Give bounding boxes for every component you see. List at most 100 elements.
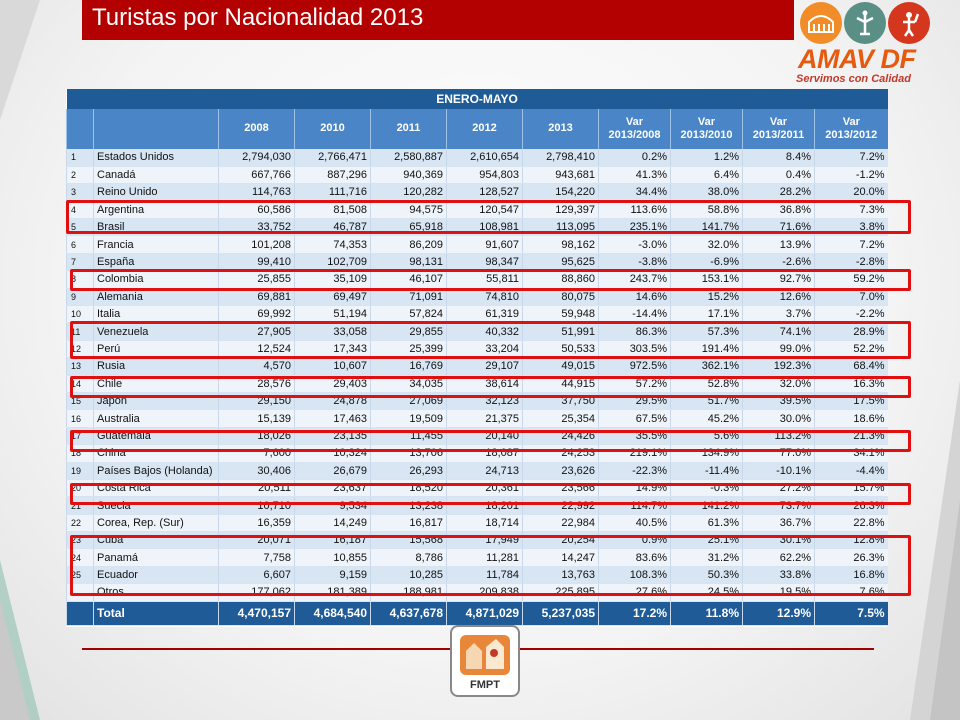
value-cell: 17,343 <box>294 340 371 359</box>
value-cell: 33,204 <box>446 340 523 359</box>
fmpt-label: FMPT <box>470 679 500 691</box>
page-title: Turistas por Nacionalidad 2013 <box>82 0 794 40</box>
value-cell: 30,406 <box>218 462 295 480</box>
value-cell: 62.2% <box>742 548 815 567</box>
rank-cell: 5 <box>66 218 94 237</box>
value-cell: 2,794,030 <box>218 149 295 167</box>
table-row: 7 España 99,410 102,709 98,131 98,347 95,625 -3… <box>66 253 888 272</box>
page-title-text: Turistas por Nacionalidad 2013 <box>92 4 424 31</box>
total-cell: 12.9% <box>742 601 815 626</box>
value-cell: 10,324 <box>294 444 371 463</box>
table-row: 20 Costa Rica 20,511 23,637 18,520 20,361 23,5… <box>66 479 888 498</box>
value-cell: 29,403 <box>294 375 371 393</box>
value-cell: 27,905 <box>218 322 295 341</box>
value-cell: 29.5% <box>598 392 671 411</box>
table-row: 3 Reino Unido 114,763 111,716 120,282 128,527… <box>66 183 888 202</box>
value-cell: 22,984 <box>522 514 599 533</box>
table-row: 8 Colombia 25,855 35,109 46,107 55,811 88,860 2… <box>66 270 888 289</box>
value-cell: 34.4% <box>598 183 671 202</box>
country-cell: Francia <box>93 235 219 254</box>
value-cell: 8.4% <box>742 149 815 167</box>
value-cell: 50,533 <box>522 340 599 359</box>
value-cell: 65,918 <box>370 218 447 237</box>
value-cell: 26.3% <box>813 548 888 567</box>
country-cell: Costa Rica <box>93 479 219 498</box>
value-cell: 120,282 <box>370 183 447 202</box>
value-cell: 7.2% <box>813 235 888 254</box>
value-cell: 35.5% <box>598 427 671 446</box>
value-cell: 32.0% <box>670 235 743 254</box>
value-cell: 57.3% <box>670 322 743 341</box>
value-cell: 74,810 <box>446 288 523 307</box>
column-header: 2010 <box>294 109 371 149</box>
country-cell: Argentina <box>93 201 219 220</box>
country-cell: Suecia <box>93 496 219 515</box>
table-row: 12 Perú 12,524 17,343 25,399 33,204 50,533 303.… <box>66 340 888 359</box>
value-cell: 55,811 <box>446 270 523 289</box>
value-cell: 25.1% <box>670 531 743 550</box>
value-cell: 153.1% <box>670 270 743 289</box>
table-row: 9 Alemania 69,881 69,497 71,091 74,810 80,075 1… <box>66 288 888 307</box>
value-cell: 22.8% <box>813 514 888 533</box>
value-cell: 24,878 <box>294 392 371 411</box>
rank-cell: 15 <box>66 392 94 411</box>
value-cell: 3.8% <box>813 218 888 237</box>
value-cell: 113.2% <box>742 427 815 446</box>
logo-name: AMAV DF <box>798 44 916 74</box>
value-cell: 16,359 <box>218 514 295 533</box>
table-row: 23 Cuba 20,071 16,187 15,568 17,949 20,254 0.9%… <box>66 531 888 550</box>
value-cell: 20,254 <box>522 531 599 550</box>
value-cell: 102,709 <box>294 253 371 272</box>
value-cell: 12.6% <box>742 288 815 307</box>
value-cell: 15.7% <box>813 479 888 498</box>
value-cell: -4.4% <box>813 462 888 480</box>
value-cell: 120,547 <box>446 201 523 220</box>
country-cell: Otros <box>93 583 219 602</box>
rank-cell: 11 <box>66 322 94 341</box>
value-cell: 108.3% <box>598 566 671 585</box>
value-cell: -10.1% <box>742 462 815 480</box>
total-cell: 4,637,678 <box>370 601 447 626</box>
value-cell: 13,706 <box>370 444 447 463</box>
value-cell: 61.3% <box>670 514 743 533</box>
total-cell: 5,237,035 <box>522 601 599 626</box>
total-cell: 4,684,540 <box>294 601 371 626</box>
column-header: 2013 <box>522 109 599 149</box>
value-cell: 954,803 <box>446 166 523 185</box>
value-cell: 69,497 <box>294 288 371 307</box>
amav-logo: AMAV DF Servimos con Calidad <box>790 0 960 92</box>
country-cell: China <box>93 444 219 463</box>
country-cell: Reino Unido <box>93 183 219 202</box>
value-cell: 972.5% <box>598 357 671 376</box>
value-cell: 86,209 <box>370 235 447 254</box>
value-cell: 209,838 <box>446 583 523 602</box>
value-cell: 6,607 <box>218 566 295 585</box>
value-cell: 7,600 <box>218 444 295 463</box>
value-cell: 16.8% <box>813 566 888 585</box>
table-row: Otros 177,062 181,389 188,981 209,838 225,895… <box>66 583 888 602</box>
value-cell: 30.0% <box>742 409 815 428</box>
value-cell: 7.0% <box>813 288 888 307</box>
value-cell: 40.5% <box>598 514 671 533</box>
rank-cell: 21 <box>66 496 94 515</box>
value-cell: 4,570 <box>218 357 295 376</box>
value-cell: 83.6% <box>598 548 671 567</box>
value-cell: 10,285 <box>370 566 447 585</box>
rank-cell: 17 <box>66 427 94 446</box>
country-cell: Alemania <box>93 288 219 307</box>
value-cell: 45.2% <box>670 409 743 428</box>
rank-cell: 3 <box>66 183 94 202</box>
rank-cell: 16 <box>66 409 94 428</box>
value-cell: -0.3% <box>670 479 743 498</box>
value-cell: 1.2% <box>670 149 743 167</box>
table-row: 6 Francia 101,208 74,353 86,209 91,607 98,162-… <box>66 235 888 254</box>
value-cell: 52.8% <box>670 375 743 393</box>
value-cell: 18,087 <box>446 444 523 463</box>
table-row: 11 Venezuela 27,905 33,058 29,855 40,332 51,99… <box>66 322 888 341</box>
value-cell: 50.3% <box>670 566 743 585</box>
rank-cell: 22 <box>66 514 94 533</box>
rank-cell: 13 <box>66 357 94 376</box>
value-cell: 15,139 <box>218 409 295 428</box>
country-cell: Países Bajos (Holanda) <box>93 462 219 480</box>
value-cell: 111,716 <box>294 183 371 202</box>
